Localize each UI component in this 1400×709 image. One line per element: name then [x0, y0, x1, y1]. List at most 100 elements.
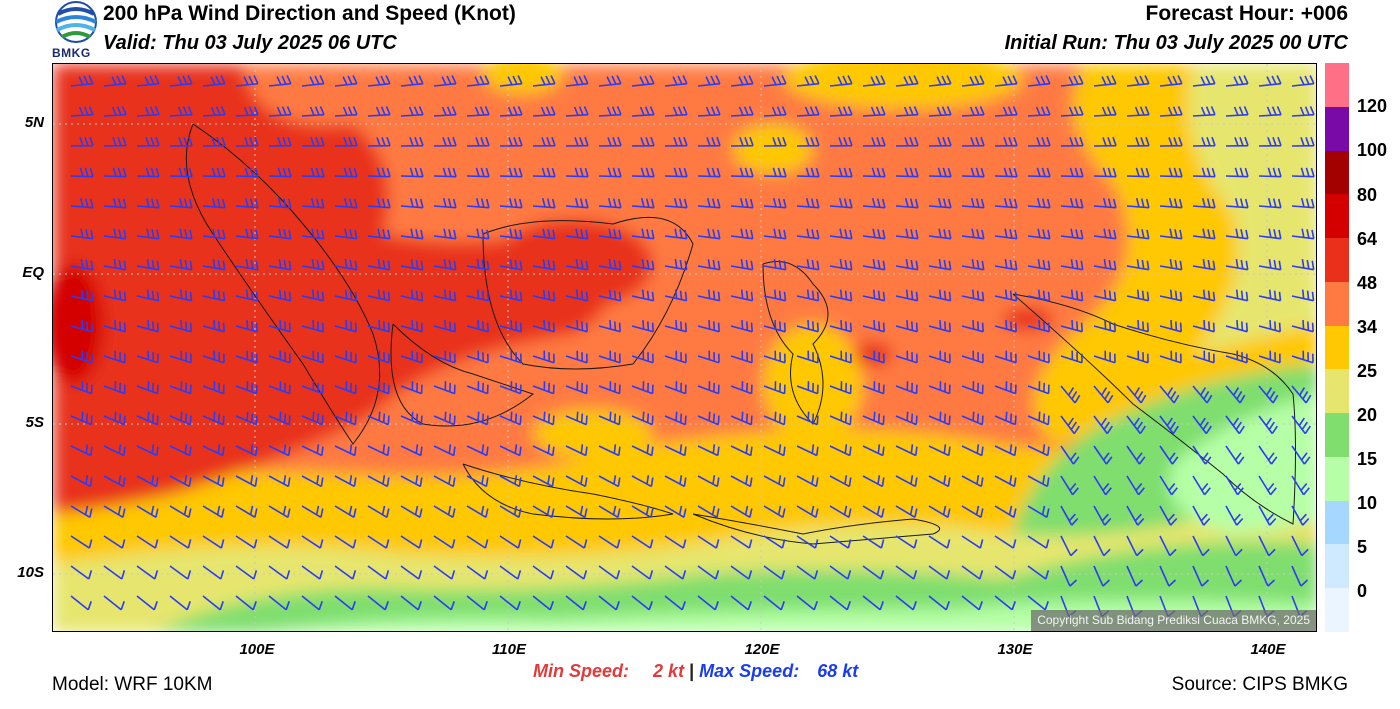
wind-barb — [1027, 475, 1050, 488]
colorbar-segment — [1325, 281, 1349, 327]
wind-barb — [961, 411, 984, 426]
colorbar-label: 34 — [1357, 317, 1378, 337]
wind-barb — [367, 167, 391, 178]
wind-barb — [301, 505, 324, 518]
wind-barb — [829, 411, 852, 426]
wind-barb — [268, 350, 291, 364]
wind-barb — [103, 381, 126, 395]
wind-barb — [1027, 565, 1050, 580]
wind-barb — [895, 197, 919, 209]
wind-barb — [235, 320, 258, 333]
wind-barb — [1258, 350, 1281, 364]
wind-barb — [367, 595, 389, 611]
wind-barb — [532, 444, 555, 457]
wind-barb — [631, 595, 653, 611]
wind-barb — [631, 106, 655, 117]
wind-barb — [1258, 289, 1282, 302]
wind-barb — [895, 167, 919, 178]
wind-barb — [70, 381, 93, 395]
wind-barb — [367, 136, 391, 147]
wind-barb — [862, 197, 886, 209]
wind-barb — [664, 136, 688, 147]
wind-barb — [433, 167, 457, 178]
wind-barb — [796, 197, 820, 209]
wind-barb — [763, 228, 787, 240]
wind-barb — [433, 258, 457, 271]
wind-barb — [565, 228, 589, 240]
wind-barb — [1291, 320, 1314, 333]
wind-barb — [598, 381, 621, 395]
wind-barb — [1093, 475, 1112, 496]
wind-barb — [829, 595, 851, 611]
wind-barb — [664, 444, 687, 457]
wind-barb — [1225, 75, 1249, 87]
wind-barb — [169, 381, 192, 395]
wind-barb — [730, 228, 754, 240]
wind-barb — [499, 411, 522, 426]
wind-barb — [532, 565, 555, 580]
wind-barb — [598, 535, 621, 549]
wind-barb — [301, 197, 325, 209]
wind-barb — [70, 258, 94, 271]
wind-barb — [1225, 385, 1246, 404]
wind-barb — [169, 444, 192, 457]
wind-barb — [763, 75, 787, 87]
wind-barb — [334, 320, 357, 333]
wind-barb — [70, 167, 94, 178]
wind-barb — [895, 228, 919, 240]
wind-barbs — [70, 75, 1315, 618]
wind-barb — [400, 535, 423, 549]
wind-barb — [829, 167, 853, 178]
wind-barb — [796, 167, 820, 178]
wind-barb — [631, 444, 654, 457]
wind-barb — [367, 505, 390, 518]
wind-barb — [1291, 445, 1311, 465]
wind-map: Copyright Sub Bidang Prediksi Cuaca BMKG… — [52, 63, 1317, 632]
wind-barb — [1060, 445, 1080, 465]
wind-barb — [169, 595, 191, 611]
wind-barb — [1192, 197, 1216, 209]
wind-barb — [928, 381, 951, 395]
wind-barb — [466, 535, 489, 549]
wind-barb — [1060, 75, 1084, 87]
wind-barb — [400, 411, 423, 426]
wind-barb — [1159, 289, 1183, 302]
wind-barb — [928, 505, 951, 518]
wind-barb — [1291, 167, 1315, 178]
wind-barb — [367, 197, 391, 209]
wind-barb — [1192, 75, 1216, 87]
wind-barb — [1126, 197, 1150, 209]
wind-barb — [664, 167, 688, 178]
wind-barb — [367, 444, 390, 457]
colorbar-label: 25 — [1357, 361, 1378, 381]
wind-barb — [433, 320, 456, 333]
wind-barb — [895, 535, 918, 549]
wind-barb — [1093, 350, 1116, 364]
wind-barb — [268, 167, 292, 178]
wind-barb — [1258, 535, 1276, 557]
wind-barb — [730, 106, 754, 117]
wind-barb — [433, 505, 456, 518]
colorbar-label: 120 — [1357, 96, 1388, 116]
wind-barb — [499, 505, 522, 518]
wind-barb — [1093, 385, 1114, 404]
wind-barb — [103, 535, 126, 549]
wind-barb — [202, 565, 225, 580]
wind-barb — [400, 167, 424, 178]
wind-barb — [862, 565, 885, 580]
wind-barb — [466, 289, 490, 302]
colorbar-segment — [1325, 194, 1349, 239]
wind-barb — [433, 475, 456, 488]
wind-barb — [202, 197, 226, 209]
colorbar-label: 0 — [1357, 581, 1368, 601]
wind-barb — [862, 75, 886, 87]
wind-barb — [631, 411, 654, 426]
wind-barb — [1060, 106, 1084, 117]
wind-barb — [961, 106, 985, 117]
wind-barb — [1027, 228, 1051, 240]
wind-barb — [1093, 136, 1117, 147]
wind-barb — [136, 289, 160, 302]
wind-barb — [1192, 258, 1216, 271]
wind-barb — [1225, 289, 1249, 302]
wind-barb — [334, 289, 358, 302]
